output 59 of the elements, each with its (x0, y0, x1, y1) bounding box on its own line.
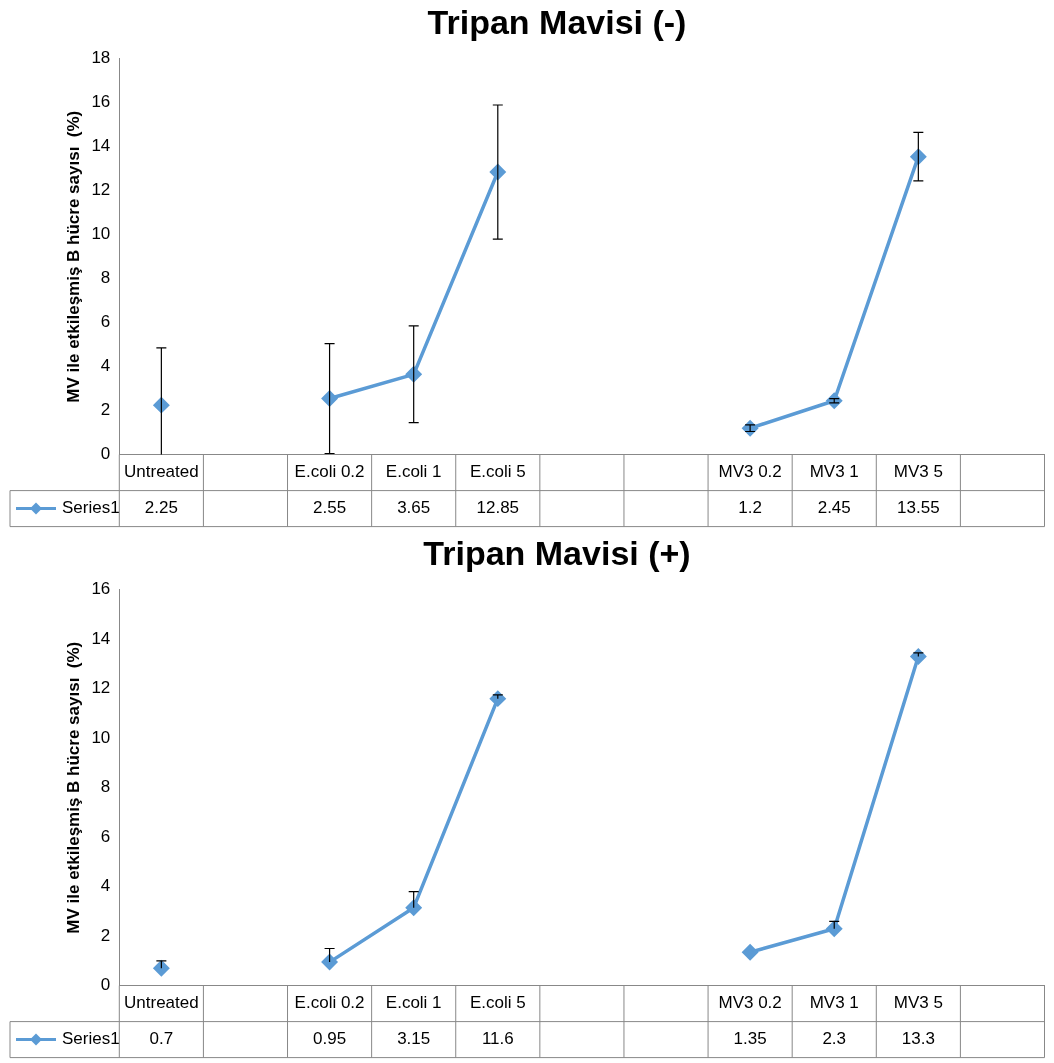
x-tick-label: MV3 1 (809, 993, 859, 1013)
y-tick-label: 10 (91, 727, 111, 747)
y-tick-label: 16 (91, 579, 111, 599)
data-label: 0.7 (149, 1029, 174, 1049)
x-tick-label: MV3 1 (809, 462, 859, 482)
x-tick-label: MV3 0.2 (718, 462, 782, 482)
y-tick-label: 8 (100, 268, 111, 288)
point (826, 920, 842, 937)
data-label: 0.95 (313, 1029, 347, 1049)
data-label: 1.35 (733, 1029, 767, 1049)
x-tick-label: E.coli 1 (385, 993, 442, 1013)
data-label: 2.55 (313, 498, 347, 518)
data-label: 2.25 (144, 498, 178, 518)
y-tick-label: 8 (100, 777, 111, 797)
x-tick-label: Untreated (124, 462, 199, 482)
y-tick-label: 10 (91, 224, 111, 244)
x-tick-label: MV3 5 (893, 462, 943, 482)
data-label: 11.6 (481, 1029, 514, 1049)
x-tick-label: MV3 5 (893, 993, 943, 1013)
x-tick-label: E.coli 5 (469, 462, 526, 482)
data-label: 12.85 (476, 498, 520, 518)
y-tick-label: 14 (91, 628, 111, 648)
legend-label: Series1 (62, 498, 120, 518)
y-tick-label: 18 (91, 48, 111, 68)
point (742, 944, 758, 960)
data-label: 2.3 (822, 1029, 847, 1049)
data-label: 13.3 (901, 1029, 935, 1049)
y-tick-label: 12 (91, 678, 111, 698)
x-tick-label: MV3 0.2 (718, 993, 782, 1013)
y-tick-label: 0 (100, 444, 111, 464)
y-tick-label: 4 (100, 876, 111, 896)
y-tick-label: 12 (91, 180, 111, 200)
point (742, 420, 758, 436)
point (321, 954, 338, 970)
legend-label: Series1 (62, 1029, 120, 1049)
x-tick-label: Untreated (124, 993, 199, 1013)
data-label: 13.55 (897, 498, 940, 518)
data-label: 3.15 (397, 1029, 431, 1049)
point (405, 899, 422, 916)
x-tick-label: E.coli 0.2 (294, 462, 365, 482)
x-tick-label: E.coli 0.2 (294, 993, 365, 1013)
y-tick-label: 6 (100, 826, 111, 846)
chart-title: Tripan Mavisi (-) (427, 2, 687, 41)
y-tick-label: 14 (91, 136, 111, 156)
y-tick-label: 6 (100, 312, 111, 332)
y-tick-label: 0 (100, 975, 111, 995)
point (153, 960, 170, 977)
x-tick-label: E.coli 5 (469, 993, 526, 1013)
chart-title: Tripan Mavisi (+) (423, 533, 691, 572)
y-tick-label: 16 (91, 92, 111, 112)
y-axis-title: MV ile etkileşmiş B hücre sayısı (%) (63, 110, 83, 403)
y-tick-label: 4 (100, 356, 111, 376)
y-tick-label: 2 (100, 925, 111, 945)
data-label: 3.65 (397, 498, 431, 518)
x-tick-label: E.coli 1 (385, 462, 442, 482)
data-label: 2.45 (817, 498, 851, 518)
data-label: 1.2 (738, 498, 762, 518)
y-axis-title: MV ile etkileşmiş B hücre sayısı (%) (63, 641, 83, 934)
y-tick-label: 2 (100, 400, 111, 420)
